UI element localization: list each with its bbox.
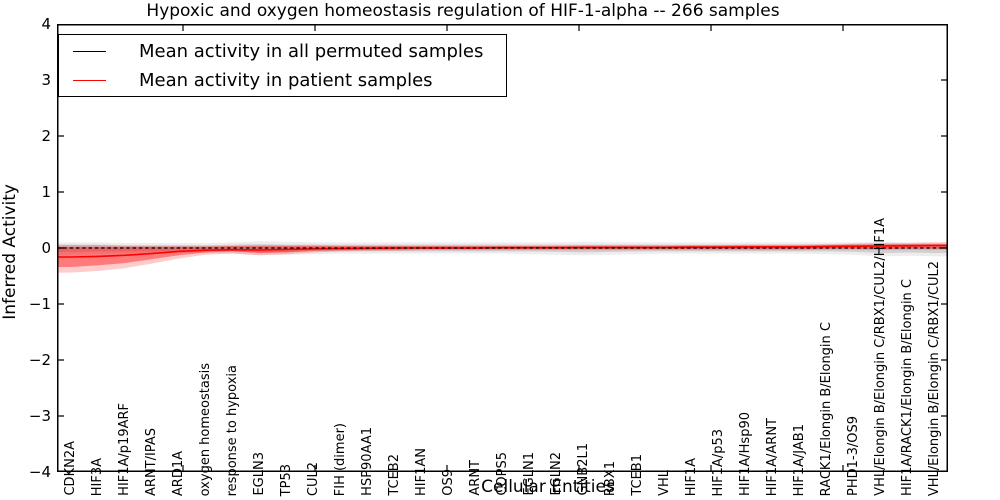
x-tick-label: HIF3A [90,457,105,496]
legend-line-black-icon [73,50,106,52]
plot-canvas [57,24,948,472]
y-tick-label: 0 [41,239,51,257]
legend-label-permuted: Mean activity in all permuted samples [139,40,484,62]
x-tick-label: HIF1A/p19ARF [117,403,132,496]
x-tick-label: VHL/Elongin B/Elongin C/RBX1/CUL2/HIF1A [873,218,888,496]
chart-title: Hypoxic and oxygen homeostasis regulatio… [146,1,780,21]
y-tick-label: −4 [28,463,51,481]
x-tick-label: TCEB2 [387,454,402,496]
x-tick-label: HIF1A [684,457,699,496]
x-tick-label: HSP90AA1 [360,427,375,496]
x-tick-label: CDKN2A [63,441,78,496]
x-tick-label: ARD1A [171,450,186,496]
x-tick-label: TP53 [279,463,294,496]
x-tick-label: HIF1A/RACK1/Elongin B/Elongin C [900,279,915,496]
x-tick-label: CUL2 [306,461,321,496]
y-tick-label: −2 [28,351,51,369]
x-tick-label: EGLN3 [252,452,267,496]
x-tick-label: HIF1AN [414,448,429,496]
y-tick-label: 1 [41,183,51,201]
x-tick-label: VHL [657,470,672,496]
y-tick-label: 4 [41,15,51,33]
y-tick-label: 3 [41,71,51,89]
x-tick-label: response to hypoxia [225,364,240,496]
x-tick-label: HIF1A/Hsp90 [738,412,753,496]
band-permuted-range-outer [57,241,948,257]
plot-area: CDKN2A HIF3A HIF1A/p19ARF ARNT/IPAS ARD1A oxy… [57,24,948,496]
legend-item-permuted: Mean activity in all permuted samples [73,38,506,64]
y-tick-label: −3 [28,407,51,425]
y-tick-label: 2 [41,127,51,145]
x-tick-label: TCEB1 [630,454,645,496]
y-tick-label: −1 [28,295,51,313]
legend-item-patient: Mean activity in patient samples [73,67,506,93]
axes-frame [57,24,948,472]
x-tick-label: RACK1/Elongin B/Elongin C [819,321,834,496]
legend-label-patient: Mean activity in patient samples [139,69,433,91]
patient-mean-line [57,244,948,258]
x-tick-label: oxygen homeostasis [198,362,213,496]
legend-line-red-icon [73,79,106,81]
x-tick-label: ARNT/IPAS [144,428,159,496]
x-tick-label: VHL/Elongin B/Elongin C/RBX1/CUL2 [927,260,942,496]
x-tick-label: OS9 [441,469,456,496]
x-tick-label: HIF1A/ARNT [765,417,780,496]
x-tick-label: PHD1-3/OS9 [846,416,861,496]
x-axis-label: Cellular Entities [481,477,615,497]
legend-box: Mean activity in all permuted samples Me… [58,34,507,97]
x-tick-label: HIF1A/JAB1 [792,423,807,496]
x-tick-label: HIF1A/p53 [711,428,726,496]
x-tick-label: FIH (dimer) [333,422,348,496]
